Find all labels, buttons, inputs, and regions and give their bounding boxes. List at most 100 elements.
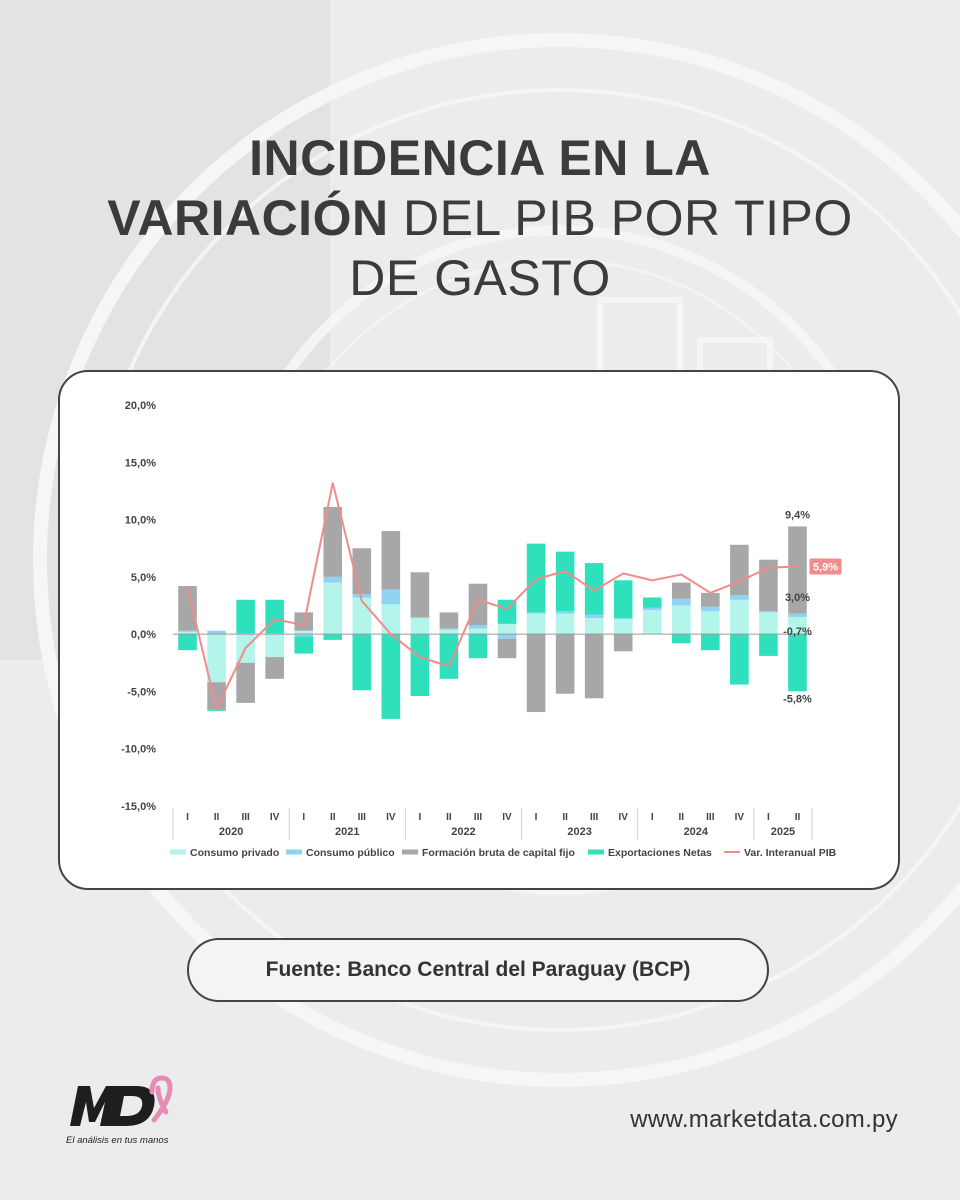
bar-segment <box>526 612 546 614</box>
gdp-growth-point <box>186 587 189 590</box>
x-quarter-label: I <box>651 812 654 823</box>
bar-segment <box>788 613 807 617</box>
bar-segment <box>584 614 604 619</box>
bar-segment <box>526 634 546 713</box>
x-year-label: 2022 <box>451 826 475 838</box>
bar-segment <box>265 634 284 658</box>
bar-segment <box>352 634 372 691</box>
x-quarter-label: II <box>795 812 801 823</box>
x-quarter-label: IV <box>618 812 628 823</box>
x-year-label: 2023 <box>567 826 591 838</box>
gdp-growth-point <box>360 600 363 602</box>
x-year-label: 2025 <box>771 826 795 838</box>
gdp-growth-point <box>244 647 247 649</box>
y-tick-label: 5,0% <box>131 572 156 584</box>
bar-segment <box>323 582 343 635</box>
gdp-incidence-chart: -15,0% -10,0% -5,0% 0,0% 5,0% 10,0% 15,0% 20,0%… <box>121 400 842 859</box>
bar-segment <box>381 634 401 719</box>
bar-segment <box>497 623 517 635</box>
gdp-growth-point <box>535 578 537 580</box>
bar-segment <box>323 506 343 577</box>
x-quarter-label: III <box>474 812 483 823</box>
gdp-latest-badge <box>809 558 842 575</box>
x-year-label: 2020 <box>219 826 243 838</box>
annotation-label: -5,8% <box>783 694 812 706</box>
bar-segment <box>759 634 778 656</box>
bar-segment <box>207 634 226 683</box>
bar-segment <box>468 634 488 659</box>
x-quarter-label: I <box>767 812 770 823</box>
bar-segment <box>468 624 488 629</box>
bar-segment <box>294 630 313 635</box>
bar-segment <box>730 634 749 685</box>
bar-segment <box>207 630 226 635</box>
gdp-growth-point <box>506 608 508 610</box>
bar-segment <box>672 582 691 599</box>
bar-segment <box>294 636 313 654</box>
bar-segment <box>613 619 633 635</box>
x-quarter-label: II <box>679 812 685 823</box>
bar-segment <box>701 634 720 651</box>
gdp-growth-point <box>477 598 479 601</box>
x-quarter-label: II <box>562 812 568 823</box>
bar-segment <box>265 657 284 679</box>
legend-label: Exportaciones Netas <box>608 847 712 859</box>
gdp-growth-point <box>273 618 276 621</box>
bar-segment <box>381 589 401 605</box>
bar-segment <box>555 634 575 694</box>
legend-label: Consumo público <box>306 847 395 859</box>
annotation-label: 3,0% <box>785 592 810 604</box>
source-text: Fuente: Banco Central del Paraguay (BCP) <box>265 958 691 981</box>
bar-segment <box>439 634 459 679</box>
gdp-growth-point <box>622 572 625 575</box>
bar-segment <box>352 597 372 635</box>
title-line-3: DE GASTO <box>349 250 611 306</box>
bar-segment <box>730 595 749 600</box>
website-link[interactable]: www.marketdata.com.py <box>630 1106 898 1133</box>
bar-segment <box>613 618 633 620</box>
title-bold-word: VARIACIÓN <box>107 190 389 246</box>
y-tick-label: -15,0% <box>121 801 156 813</box>
bar-segment <box>584 618 604 635</box>
bar-segment <box>294 634 313 637</box>
x-quarter-label: II <box>330 812 336 823</box>
gdp-growth-point <box>738 580 741 583</box>
bar-segment <box>410 634 430 697</box>
chart-card: -15,0% -10,0% -5,0% 0,0% 5,0% 10,0% 15,0% 20,0%… <box>58 370 900 890</box>
y-tick-label: -10,0% <box>121 744 156 756</box>
gdp-growth-point <box>215 707 218 710</box>
legend-label: Consumo privado <box>190 847 279 859</box>
bar-segment <box>497 599 517 624</box>
bar-segment <box>701 611 720 635</box>
x-quarter-label: IV <box>735 812 745 823</box>
bar-segment <box>497 638 517 659</box>
bar-segment <box>584 563 604 615</box>
x-quarter-label: II <box>214 812 220 823</box>
x-quarter-label: I <box>302 812 305 823</box>
bar-segment <box>439 612 459 629</box>
y-tick-label: 20,0% <box>125 400 156 412</box>
gdp-growth-point <box>390 633 392 635</box>
x-quarter-label: III <box>241 812 250 823</box>
gdp-growth-point <box>680 573 683 576</box>
bar-segment <box>381 531 401 590</box>
bar-segment <box>352 594 372 598</box>
gdp-growth-point <box>564 570 566 572</box>
bar-segment <box>410 616 430 619</box>
gdp-growth-point <box>651 579 654 582</box>
bar-segment <box>642 597 662 608</box>
y-tick-label: 10,0% <box>125 515 156 527</box>
x-quarter-label: IV <box>502 812 512 823</box>
annotation-label: 5,9% <box>813 562 838 574</box>
gdp-growth-point <box>302 624 305 626</box>
bar-segment <box>410 572 430 617</box>
legend-label: Var. Interanual PIB <box>744 847 837 859</box>
gdp-growth-point <box>419 656 421 658</box>
bar-segment <box>236 632 255 635</box>
title-line-1: INCIDENCIA EN LA <box>249 130 711 186</box>
x-quarter-label: III <box>358 812 367 823</box>
x-quarter-label: III <box>590 812 599 823</box>
bar-segment <box>730 544 749 596</box>
x-quarter-label: IV <box>386 812 396 823</box>
bar-segment <box>439 629 459 635</box>
